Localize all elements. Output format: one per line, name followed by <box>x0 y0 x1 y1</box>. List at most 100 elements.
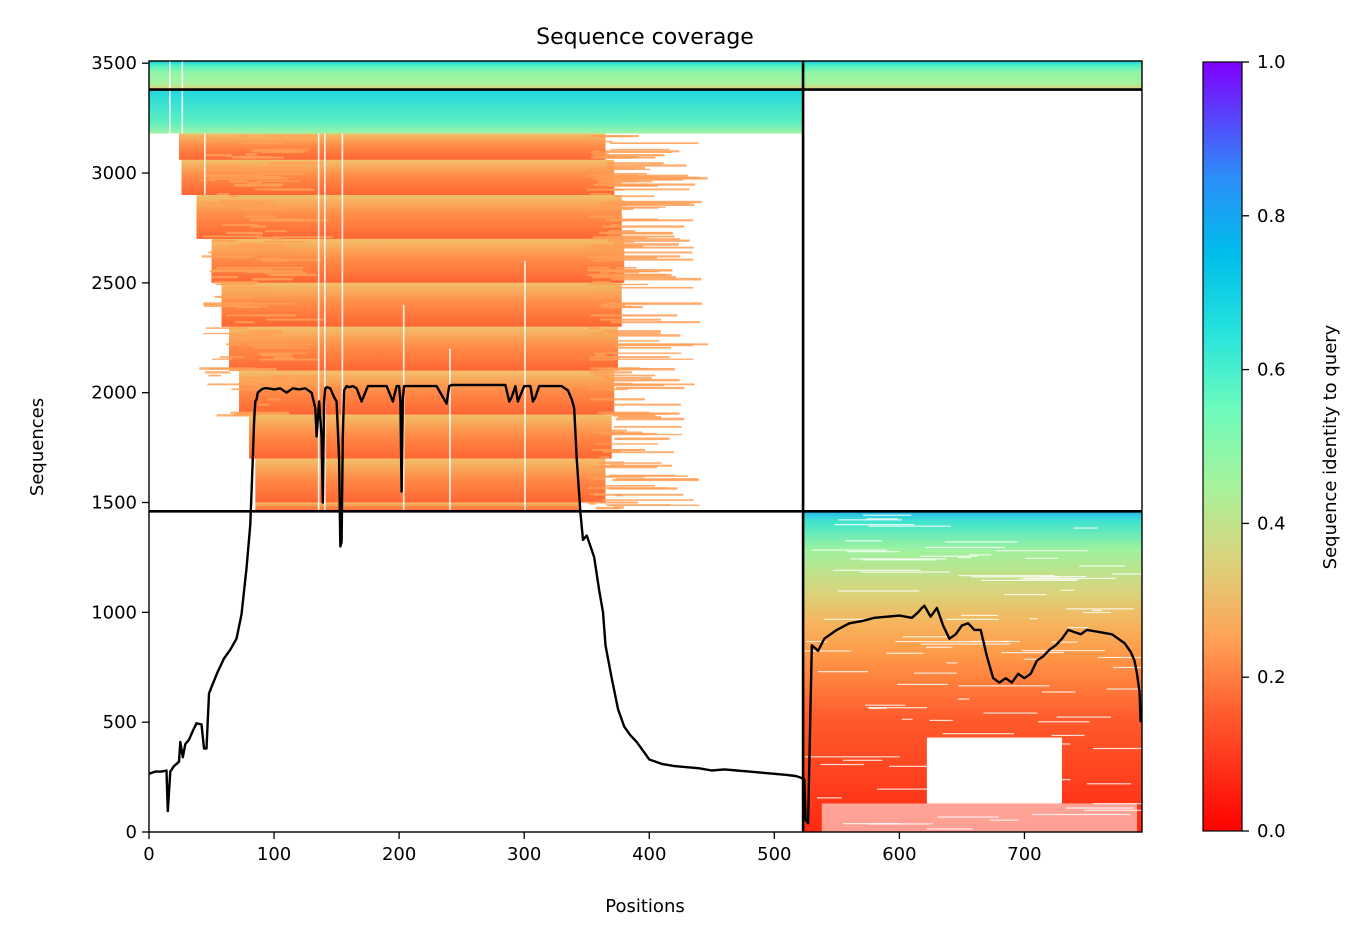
coverage-gap <box>1029 618 1038 620</box>
coverage-gap <box>1006 743 1071 745</box>
coverage-fragment <box>201 140 235 143</box>
coverage-region-main <box>179 133 606 160</box>
coverage-fragment <box>601 499 694 501</box>
coverage-fragment <box>604 305 633 308</box>
colorbar-ticks: 0.0 0.2 0.4 0.6 0.8 1.0 <box>1242 52 1286 842</box>
coverage-fragment <box>607 164 687 167</box>
coverage-fragment <box>586 188 624 191</box>
coverage-fragment <box>608 358 694 360</box>
coverage-fragment <box>264 269 303 272</box>
coverage-fragment <box>589 502 596 505</box>
coverage-gap <box>862 559 937 561</box>
coverage-fragment <box>608 504 700 506</box>
coverage-fragment <box>594 236 648 239</box>
coverage-fragment <box>229 334 271 337</box>
coverage-gap <box>983 712 1038 714</box>
coverage-fragment <box>228 180 246 183</box>
x-tick-label: 0 <box>143 844 154 865</box>
coverage-gap <box>897 683 948 685</box>
coverage-fragment <box>603 269 649 272</box>
coverage-fragment <box>588 327 599 329</box>
coverage-fragment <box>600 318 662 321</box>
coverage-fragment <box>204 154 233 157</box>
y-tick-label: 0 <box>126 822 137 843</box>
coverage-gap <box>1092 609 1103 612</box>
coverage-fragment <box>263 183 283 186</box>
coverage-gap <box>850 558 947 560</box>
coverage-fragment <box>250 200 276 204</box>
coverage-fragment <box>616 346 672 349</box>
coverage-gap <box>817 671 868 673</box>
colorbar-tick-label: 0.4 <box>1257 513 1286 534</box>
coverage-fragment <box>588 207 634 211</box>
coverage-gap <box>970 640 1021 643</box>
coverage-fragment <box>589 388 628 391</box>
coverage-fragment <box>609 166 645 169</box>
coverage-fragment <box>247 330 283 333</box>
coverage-gap <box>926 737 1062 804</box>
coverage-fragment <box>612 478 699 482</box>
coverage-gap <box>925 646 953 648</box>
x-tick-label: 300 <box>507 844 541 865</box>
coverage-region-cyan <box>149 89 804 134</box>
coverage-gap <box>449 348 451 512</box>
coverage-fragment <box>243 235 263 238</box>
coverage-gap <box>804 650 852 652</box>
coverage-gap <box>832 569 921 571</box>
coverage-gap <box>868 525 951 527</box>
coverage-gap <box>324 133 326 512</box>
coverage-fragment <box>254 175 281 178</box>
coverage-gap <box>1021 649 1105 652</box>
coverage-fragment <box>613 243 679 246</box>
coverage-gap <box>942 733 1015 735</box>
coverage-fragment <box>600 464 673 467</box>
x-tick-label: 500 <box>757 844 791 865</box>
coverage-fragment <box>208 251 244 254</box>
coverage-gap <box>1004 594 1047 596</box>
coverage-gap <box>1065 608 1134 610</box>
coverage-fragment <box>249 314 296 317</box>
coverage-fragment <box>587 476 645 478</box>
coverage-fragment <box>227 195 239 198</box>
x-tick-label: 600 <box>882 844 916 865</box>
coverage-gap <box>341 133 344 512</box>
coverage-gap <box>1092 803 1142 805</box>
coverage-gap <box>926 828 973 830</box>
coverage-fragment <box>613 240 635 243</box>
y-tick-label: 500 <box>103 712 137 733</box>
coverage-fragment <box>268 398 280 401</box>
coverage-fragment <box>203 332 240 335</box>
coverage-fragment <box>256 177 288 180</box>
coverage-fragment <box>615 195 655 198</box>
coverage-fragment <box>225 343 240 346</box>
coverage-fragment <box>592 150 603 153</box>
coverage-gap <box>1024 577 1116 579</box>
coverage-fragment <box>595 506 621 510</box>
coverage-fragment <box>590 193 612 195</box>
coverage-fragment <box>241 340 277 342</box>
coverage-fragment <box>595 443 659 445</box>
coverage-gap <box>1106 688 1142 690</box>
coverage-gap <box>901 718 913 720</box>
coverage-fragment <box>252 277 293 281</box>
coverage-fragment <box>590 151 673 153</box>
coverage-fragment <box>240 302 295 305</box>
coverage-fragment <box>591 477 605 480</box>
coverage-gap <box>958 685 1050 687</box>
coverage-region-top <box>149 61 1142 90</box>
coverage-fragment <box>246 181 262 184</box>
y-tick-label: 2000 <box>91 383 137 404</box>
coverage-fragment <box>226 314 258 317</box>
coverage-fragment <box>241 243 263 246</box>
coverage-fragment <box>597 411 650 414</box>
coverage-region-main <box>255 458 606 503</box>
colorbar-tick-label: 1.0 <box>1257 52 1286 73</box>
coverage-gap <box>957 698 970 700</box>
coverage-gap <box>985 745 1032 747</box>
coverage-fragment <box>606 367 675 371</box>
coverage-gap <box>889 765 985 767</box>
coverage-fragment <box>600 180 639 182</box>
coverage-gap <box>1066 807 1134 809</box>
coverage-gap <box>866 518 898 520</box>
coverage-fragment <box>617 177 708 180</box>
